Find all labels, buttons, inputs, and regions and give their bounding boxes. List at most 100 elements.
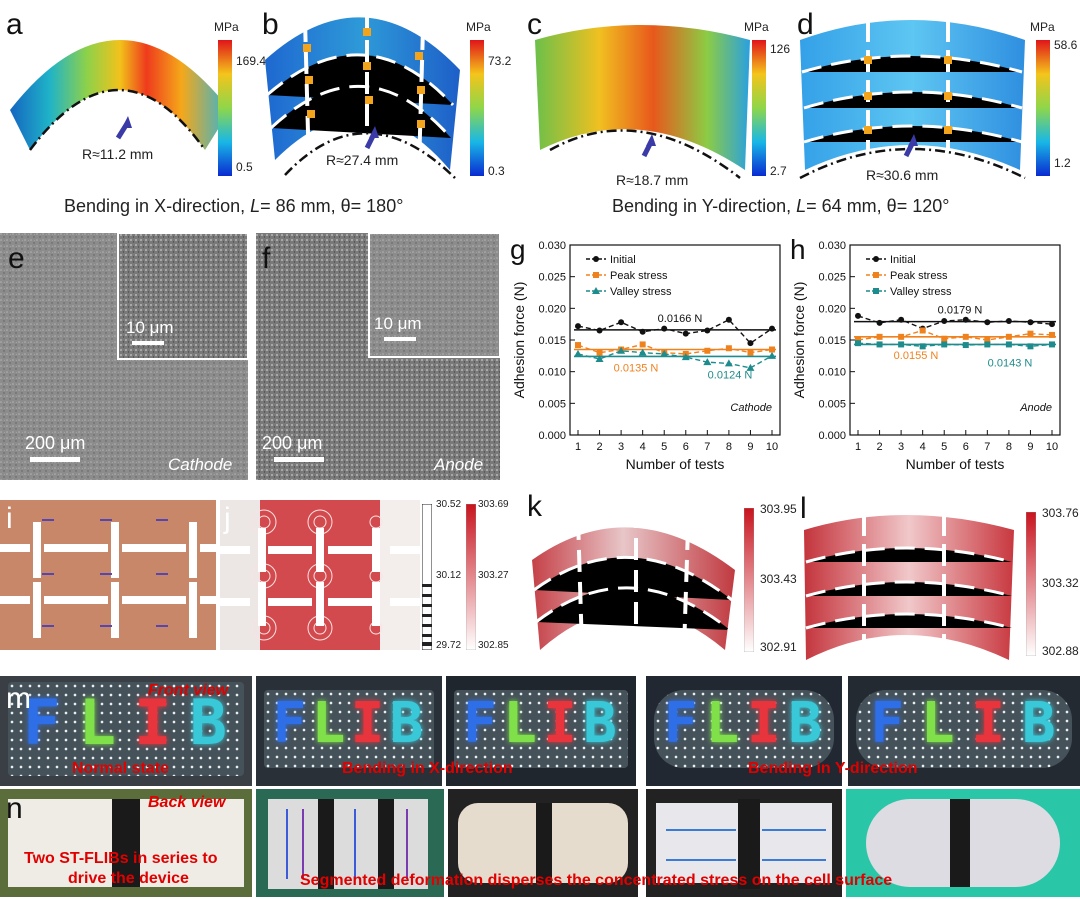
led-letter: F	[663, 691, 698, 756]
back-view-photo-1	[0, 789, 252, 897]
y-axis-label: Adhesion force (N)	[791, 282, 807, 399]
y-tick-label: 0.000	[538, 430, 566, 442]
data-point	[575, 323, 581, 330]
data-point	[1049, 341, 1055, 348]
thermal-grid-i	[0, 500, 216, 650]
chart-annotation: Cathode	[730, 402, 772, 414]
scale-label-f: 200 μm	[262, 433, 323, 453]
radius-label-a: R≈11.2 mm	[82, 146, 154, 162]
x-axis-label: Number of tests	[626, 456, 725, 472]
colorbar-min-d: 1.2	[1054, 156, 1071, 170]
radius-label-c: R≈18.7 mm	[616, 172, 689, 188]
data-point	[962, 342, 969, 349]
legend-label: Initial	[610, 254, 636, 266]
data-point	[962, 316, 969, 323]
led-letter: B	[189, 686, 227, 759]
data-point	[639, 328, 646, 335]
radius-label-b: R≈27.4 mm	[326, 152, 399, 168]
series-label-line1: Two ST-FLIBs in series to	[24, 850, 218, 867]
data-point	[984, 319, 991, 326]
colorbar-j1-mid: 30.12	[436, 570, 462, 581]
data-point	[682, 330, 689, 337]
data-point	[1027, 319, 1034, 326]
data-point	[596, 349, 603, 356]
data-point	[898, 333, 905, 340]
radius-label-d: R≈30.6 mm	[866, 167, 939, 183]
x-tick-label: 10	[766, 441, 778, 453]
y-tick-label: 0.005	[818, 398, 846, 410]
colorbar-k-max: 303.95	[760, 502, 797, 516]
x-tick-label: 9	[747, 441, 753, 453]
legend-label: Initial	[890, 254, 916, 266]
led-matrix	[654, 690, 834, 768]
colorbar-l	[1026, 512, 1036, 656]
x-tick-label: 1	[855, 441, 861, 453]
bending-y-label: Bending in Y-direction	[748, 760, 918, 777]
inset-scale-label-f: 10 μm	[374, 314, 422, 333]
colorbar-max-a: 169.4	[236, 54, 267, 68]
legend-label: Peak stress	[890, 270, 948, 282]
data-point	[1005, 341, 1012, 348]
data-point	[769, 325, 775, 332]
data-point	[984, 337, 991, 343]
panel-label-e: e	[8, 242, 25, 275]
led-letter: I	[350, 691, 385, 756]
x-tick-label: 2	[876, 441, 882, 453]
sem-name-f: Anode	[434, 455, 484, 474]
chart-h: h 0.000 0.005 0.010 0.015 0.020 0.025 0.030 1 2 3 4…	[790, 234, 1061, 472]
sem-inset-cathode	[117, 233, 248, 360]
led-letter: I	[746, 691, 781, 756]
colorbar-k-mid: 303.43	[760, 572, 797, 586]
mean-label: 0.0155 N	[894, 350, 939, 362]
data-point	[919, 343, 926, 350]
x-tick-label: 1	[575, 441, 581, 453]
colorbar-unit-d: MPa	[1030, 20, 1055, 34]
x-axis-label: Number of tests	[906, 456, 1005, 472]
led-letter: F	[870, 691, 905, 756]
data-point	[962, 333, 969, 340]
colorbar-j-gray	[422, 504, 432, 650]
sem-name-e: Cathode	[168, 455, 233, 474]
colorbar-unit-c: MPa	[744, 20, 769, 34]
front-view-label: Front view	[148, 682, 229, 699]
panel-label-m: m	[6, 682, 31, 715]
colorbar-k	[744, 508, 754, 652]
led-matrix	[856, 690, 1072, 768]
legend-marker	[873, 288, 879, 294]
data-point	[703, 358, 712, 366]
colorbar-j2-mid: 303.27	[478, 570, 509, 581]
data-point	[661, 325, 668, 332]
data-point	[574, 349, 582, 357]
inset-scale-bar-e	[132, 341, 164, 345]
panel-label-d: d	[797, 8, 814, 41]
data-point	[1049, 331, 1055, 338]
colorbar-min-b: 0.3	[488, 164, 505, 178]
led-matrix	[454, 690, 628, 768]
data-point	[575, 342, 581, 349]
led-letter: B	[788, 691, 823, 756]
y-tick-label: 0.030	[538, 240, 566, 252]
colorbar-max-b: 73.2	[488, 54, 512, 68]
led-matrix	[8, 682, 244, 776]
x-tick-label: 8	[726, 441, 732, 453]
data-point	[769, 346, 775, 353]
y-tick-label: 0.010	[818, 367, 846, 379]
mean-label: 0.0135 N	[614, 363, 659, 375]
data-point	[617, 346, 626, 354]
y-tick-label: 0.010	[538, 367, 566, 379]
colorbar-a	[218, 40, 232, 176]
caption-bending-x: Bending in X-direction, L= 86 mm, θ= 180…	[64, 196, 404, 216]
data-point	[725, 316, 732, 323]
x-tick-label: 10	[1046, 441, 1058, 453]
legend-marker	[873, 272, 879, 278]
scale-bar-e	[30, 457, 80, 462]
back-view-photo-2	[256, 789, 444, 897]
series-line	[577, 350, 773, 369]
panel-label-b: b	[262, 8, 279, 41]
data-point	[747, 340, 754, 347]
data-point	[855, 312, 861, 319]
scale-label-e: 200 μm	[25, 433, 86, 453]
led-letter: B	[583, 691, 617, 756]
data-point	[596, 327, 603, 334]
